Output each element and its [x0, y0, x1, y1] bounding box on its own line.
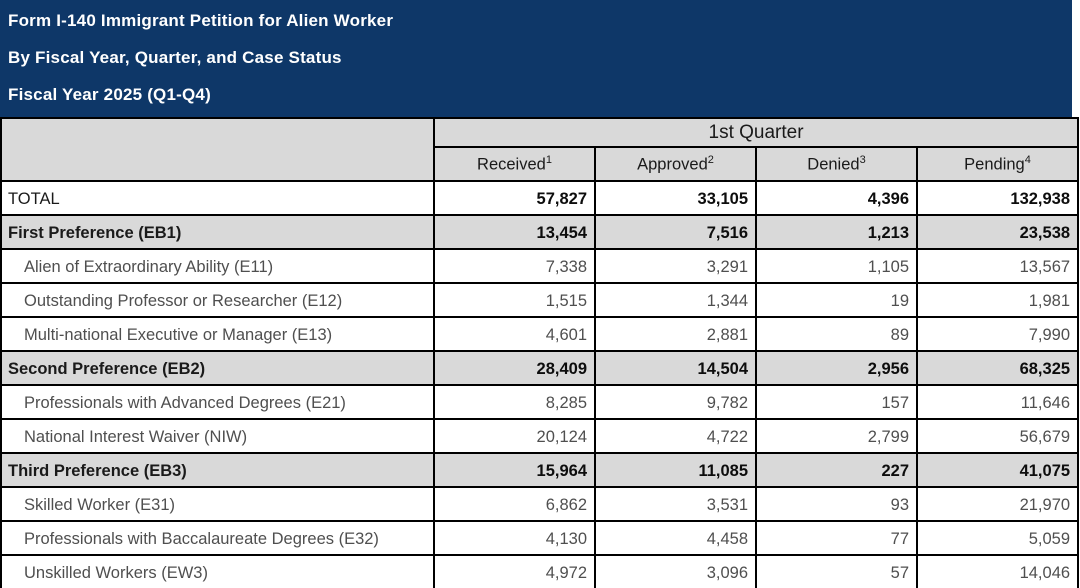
cell-received: 15,964	[433, 452, 596, 488]
cell-pending: 68,325	[915, 350, 1080, 386]
table-row-e31: Skilled Worker (E31) 6,862 3,531 93 21,9…	[0, 486, 1080, 522]
column-header-denied: Denied3	[755, 146, 918, 182]
column-header-received: Received1	[433, 146, 596, 182]
cell-approved: 2,881	[594, 316, 757, 352]
cell-denied: 57	[755, 554, 918, 588]
cell-approved: 33,105	[594, 180, 757, 216]
column-header-pending: Pending4	[915, 146, 1080, 182]
report-title: Form I-140 Immigrant Petition for Alien …	[8, 11, 394, 30]
table-row-eb1: First Preference (EB1) 13,454 7,516 1,21…	[0, 214, 1080, 250]
cell-approved: 3,291	[594, 248, 757, 284]
column-header-approved: Approved2	[594, 146, 757, 182]
footnote-marker: 3	[859, 153, 866, 166]
table-row-eb3: Third Preference (EB3) 15,964 11,085 227…	[0, 452, 1080, 488]
corner-cell	[0, 117, 435, 182]
cell-approved: 3,531	[594, 486, 757, 522]
cell-pending: 56,679	[915, 418, 1080, 454]
cell-pending: 23,538	[915, 214, 1080, 250]
footnote-marker: 1	[545, 153, 552, 166]
row-label: Alien of Extraordinary Ability (E11)	[0, 248, 435, 284]
row-label: Skilled Worker (E31)	[0, 486, 435, 522]
cell-denied: 1,213	[755, 214, 918, 250]
footnote-marker: 4	[1024, 153, 1031, 166]
cell-approved: 7,516	[594, 214, 757, 250]
row-label: Unskilled Workers (EW3)	[0, 554, 435, 588]
row-label: Professionals with Baccalaureate Degrees…	[0, 520, 435, 556]
cell-denied: 1,105	[755, 248, 918, 284]
column-header-label: Received	[477, 155, 546, 174]
cell-approved: 1,344	[594, 282, 757, 318]
table-row-ew3: Unskilled Workers (EW3) 4,972 3,096 57 1…	[0, 554, 1080, 588]
report-period: Fiscal Year 2025 (Q1-Q4)	[8, 85, 211, 104]
column-header-row: Received1 Approved2 Denied3 Pending4	[1, 146, 1080, 182]
cell-pending: 14,046	[915, 554, 1080, 588]
row-label: Second Preference (EB2)	[0, 350, 435, 386]
cell-received: 7,338	[433, 248, 596, 284]
row-label: TOTAL	[0, 180, 435, 216]
cell-approved: 3,096	[594, 554, 757, 588]
cell-received: 8,285	[433, 384, 596, 420]
row-label: National Interest Waiver (NIW)	[0, 418, 435, 454]
cell-denied: 2,799	[755, 418, 918, 454]
cell-approved: 14,504	[594, 350, 757, 386]
cell-approved: 4,722	[594, 418, 757, 454]
cell-received: 4,601	[433, 316, 596, 352]
table-row-eb2: Second Preference (EB2) 28,409 14,504 2,…	[0, 350, 1080, 386]
footnote-marker: 2	[707, 153, 714, 166]
cell-approved: 11,085	[594, 452, 757, 488]
cell-denied: 2,956	[755, 350, 918, 386]
row-label: Outstanding Professor or Researcher (E12…	[0, 282, 435, 318]
table-row-e12: Outstanding Professor or Researcher (E12…	[0, 282, 1080, 318]
row-label: Professionals with Advanced Degrees (E21…	[0, 384, 435, 420]
column-header-label: Approved	[637, 155, 708, 174]
column-header-label: Pending	[964, 155, 1025, 174]
petition-data-table: 1st Quarter Received1 Approved2 Denied3 …	[0, 117, 1080, 588]
table-row-niw: National Interest Waiver (NIW) 20,124 4,…	[0, 418, 1080, 454]
cell-denied: 227	[755, 452, 918, 488]
row-label: First Preference (EB1)	[0, 214, 435, 250]
table-row-e32: Professionals with Baccalaureate Degrees…	[0, 520, 1080, 556]
cell-received: 13,454	[433, 214, 596, 250]
cell-pending: 5,059	[915, 520, 1080, 556]
cell-denied: 93	[755, 486, 918, 522]
quarter-header-row: 1st Quarter	[0, 117, 1080, 182]
table-row-e21: Professionals with Advanced Degrees (E21…	[0, 384, 1080, 420]
report-header: Form I-140 Immigrant Petition for Alien …	[0, 0, 1072, 117]
cell-received: 1,515	[433, 282, 596, 318]
cell-denied: 89	[755, 316, 918, 352]
row-label: Third Preference (EB3)	[0, 452, 435, 488]
table-row-e13: Multi-national Executive or Manager (E13…	[0, 316, 1080, 352]
cell-received: 4,130	[433, 520, 596, 556]
cell-pending: 41,075	[915, 452, 1080, 488]
row-label: Multi-national Executive or Manager (E13…	[0, 316, 435, 352]
cell-pending: 13,567	[915, 248, 1080, 284]
cell-received: 20,124	[433, 418, 596, 454]
cell-denied: 77	[755, 520, 918, 556]
cell-denied: 4,396	[755, 180, 918, 216]
cell-approved: 9,782	[594, 384, 757, 420]
cell-received: 28,409	[433, 350, 596, 386]
cell-denied: 157	[755, 384, 918, 420]
quarter-header: 1st Quarter	[432, 117, 1080, 148]
cell-approved: 4,458	[594, 520, 757, 556]
column-header-label: Denied	[807, 155, 860, 174]
cell-pending: 7,990	[915, 316, 1080, 352]
cell-pending: 1,981	[915, 282, 1080, 318]
cell-denied: 19	[755, 282, 918, 318]
cell-received: 57,827	[433, 180, 596, 216]
cell-received: 4,972	[433, 554, 596, 588]
cell-pending: 11,646	[915, 384, 1080, 420]
table-row-total: TOTAL 57,827 33,105 4,396 132,938	[0, 180, 1080, 216]
cell-pending: 132,938	[915, 180, 1080, 216]
cell-received: 6,862	[433, 486, 596, 522]
table-row-e11: Alien of Extraordinary Ability (E11) 7,3…	[0, 248, 1080, 284]
cell-pending: 21,970	[915, 486, 1080, 522]
report-subtitle: By Fiscal Year, Quarter, and Case Status	[8, 48, 342, 67]
